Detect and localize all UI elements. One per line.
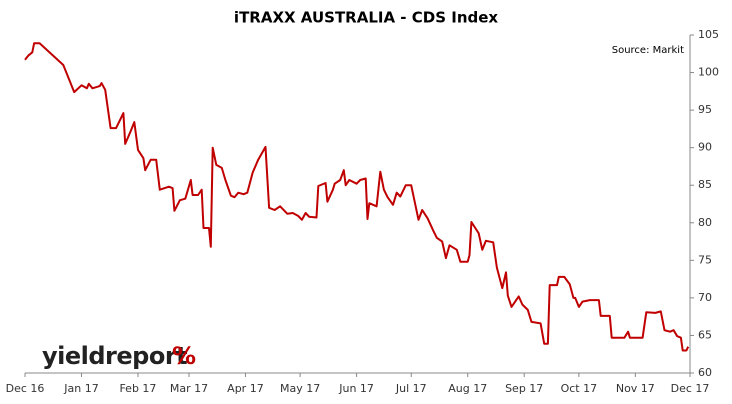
x-tick-label: Aug 17 [448, 382, 487, 395]
x-tick-label: Feb 17 [119, 382, 156, 395]
y-tick-label: 90 [698, 141, 712, 154]
x-tick-label: Nov 17 [616, 382, 655, 395]
x-tick-label: Sep 17 [505, 382, 543, 395]
x-tick-label: May 17 [280, 382, 320, 395]
source-note: Source: Markit [612, 45, 684, 56]
y-tick-label: 85 [698, 178, 712, 191]
y-tick-label: 60 [698, 366, 712, 379]
x-tick-label: Jan 17 [63, 382, 98, 395]
y-tick-label: 80 [698, 216, 712, 229]
y-tick-label: 95 [698, 103, 712, 116]
x-tick-label: Mar 17 [170, 382, 208, 395]
y-tick-label: 65 [698, 328, 712, 341]
data-line [24, 42, 690, 352]
x-tick-label: Apr 17 [227, 382, 264, 395]
y-tick-label: 105 [698, 28, 719, 41]
x-tick-label: Oct 17 [561, 382, 598, 395]
x-tick-label: Dec 17 [671, 382, 710, 395]
logo-text: yieldreport [42, 342, 187, 370]
x-tick-label: Jul 17 [395, 382, 427, 395]
x-tick-label: Jun 17 [338, 382, 374, 395]
y-tick-label: 100 [698, 66, 719, 79]
y-tick-label: 70 [698, 291, 712, 304]
x-tick-label: Dec 16 [6, 382, 45, 395]
logo-symbol: % [172, 342, 196, 370]
chart-title: iTRAXX AUSTRALIA - CDS Index [234, 9, 498, 27]
y-tick-label: 75 [698, 253, 712, 266]
